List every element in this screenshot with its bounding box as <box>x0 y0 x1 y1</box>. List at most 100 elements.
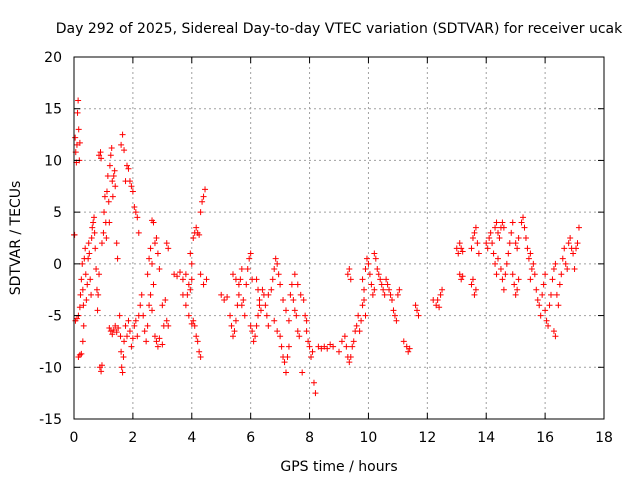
data-point <box>162 297 169 304</box>
data-point <box>303 317 310 324</box>
data-point <box>78 276 85 283</box>
data-point <box>502 271 509 278</box>
data-point <box>412 302 419 309</box>
data-point <box>405 348 412 355</box>
x-tick-label: 4 <box>187 430 196 446</box>
data-point <box>182 302 189 309</box>
data-point <box>151 333 158 340</box>
data-point <box>549 276 556 283</box>
y-tick-label: 5 <box>53 205 62 221</box>
data-point <box>355 312 362 319</box>
data-point <box>197 271 204 278</box>
data-point <box>285 317 292 324</box>
data-point <box>487 229 494 236</box>
data-point <box>277 333 284 340</box>
data-point <box>349 343 356 350</box>
data-point <box>389 297 395 304</box>
data-point <box>394 291 401 298</box>
data-point <box>134 214 141 221</box>
data-point <box>287 291 294 298</box>
axis-ticks <box>73 56 605 420</box>
data-point <box>539 291 546 298</box>
data-point <box>500 286 507 293</box>
data-point <box>271 266 278 273</box>
data-point <box>495 229 501 236</box>
data-point <box>469 276 476 283</box>
data-point <box>343 343 350 350</box>
data-point <box>106 324 113 331</box>
data-point <box>131 203 138 210</box>
data-point <box>87 276 94 283</box>
data-point <box>185 312 192 319</box>
data-point <box>265 322 272 329</box>
data-point <box>531 271 538 278</box>
data-point <box>493 219 500 226</box>
data-point <box>515 276 522 283</box>
data-point <box>396 286 403 293</box>
data-point <box>522 235 529 241</box>
data-point <box>200 281 207 288</box>
data-point <box>103 235 110 241</box>
data-point <box>185 281 192 288</box>
data-point <box>293 312 300 319</box>
data-point <box>530 260 537 267</box>
data-point <box>312 390 319 397</box>
data-point <box>274 328 281 335</box>
data-point <box>230 271 236 278</box>
data-point <box>121 338 128 345</box>
data-point <box>235 291 242 298</box>
y-tick-label: 15 <box>44 102 62 118</box>
data-point <box>391 312 398 319</box>
data-point <box>380 286 387 293</box>
data-point <box>271 317 278 324</box>
data-point <box>570 250 577 257</box>
data-point <box>471 229 478 236</box>
data-point <box>98 240 105 247</box>
data-point <box>224 293 231 300</box>
data-point <box>299 369 306 376</box>
data-point <box>562 260 569 267</box>
data-point <box>165 322 172 329</box>
data-point <box>125 317 132 324</box>
data-point <box>118 348 125 355</box>
data-point <box>75 97 82 104</box>
data-point <box>372 255 379 262</box>
data-point <box>78 350 85 357</box>
data-point <box>537 312 544 319</box>
data-point <box>543 317 550 324</box>
data-point <box>116 312 123 319</box>
data-point <box>514 245 521 252</box>
x-tick-label: 0 <box>70 430 79 446</box>
data-point <box>107 328 114 335</box>
data-point <box>297 291 304 298</box>
data-point <box>368 281 375 288</box>
data-point <box>228 322 235 329</box>
data-point <box>365 260 372 267</box>
data-point <box>439 286 446 293</box>
data-point <box>255 312 262 319</box>
data-point <box>475 250 482 257</box>
data-point <box>508 229 515 236</box>
data-point <box>393 317 400 324</box>
data-point <box>341 333 348 340</box>
data-point <box>387 291 394 298</box>
data-point <box>546 302 553 309</box>
data-point <box>91 214 98 221</box>
data-point <box>552 333 559 340</box>
data-point <box>159 341 166 348</box>
data-point <box>521 224 528 231</box>
data-point <box>256 302 263 309</box>
data-point <box>121 147 128 154</box>
data-point <box>285 343 292 350</box>
data-point <box>434 297 441 304</box>
data-point <box>113 329 120 336</box>
data-point <box>283 307 289 314</box>
data-point <box>305 338 312 345</box>
data-point <box>496 235 503 241</box>
data-point <box>153 338 160 345</box>
data-point <box>117 333 124 340</box>
data-point <box>371 286 378 293</box>
data-point <box>520 214 527 221</box>
data-point <box>156 266 163 273</box>
data-point <box>257 307 264 314</box>
